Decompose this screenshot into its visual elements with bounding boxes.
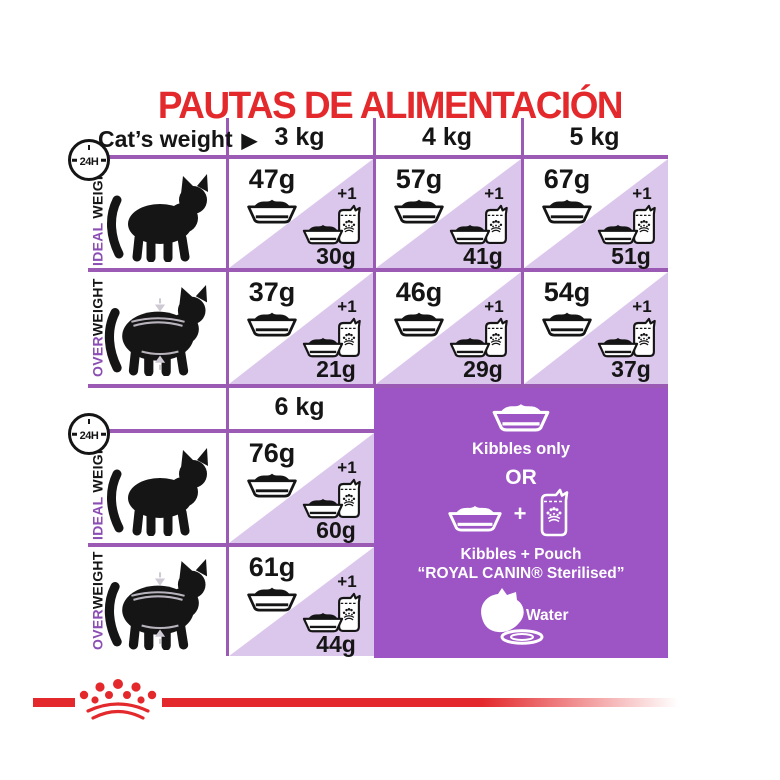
- food-bowl-icon: [540, 308, 594, 337]
- page-title: PAUTAS DE ALIMENTACIÓN: [157, 85, 624, 128]
- small-food-bowl-icon: [596, 334, 640, 358]
- food-bowl-icon: [392, 195, 446, 224]
- plus-one-label: +1: [337, 297, 357, 316]
- plus-one-label: +1: [632, 297, 652, 316]
- food-bowl-icon: [490, 399, 552, 432]
- clock-tick: [88, 419, 90, 424]
- mixed-feeding-amount: 41g: [463, 243, 503, 269]
- product-name-label: “ROYAL CANIN® Sterilised”: [417, 565, 625, 582]
- plus-icon: +: [513, 501, 527, 526]
- mixed-feeding-amount: 60g: [316, 517, 356, 543]
- food-bowl-icon: [245, 195, 299, 224]
- plus-one-label: +1: [337, 458, 357, 477]
- grid-line: [88, 543, 374, 547]
- plus-one-label: +1: [337, 184, 357, 203]
- kibbles-only-amount: 47g: [248, 164, 296, 194]
- feeding-cell-4kg-overweight: 46g +1 29g: [376, 272, 521, 384]
- kibbles-only-amount: 54g: [543, 277, 591, 307]
- kibbles-only-amount: 57g: [395, 164, 443, 194]
- feeding-cell-4kg-ideal: 57g +1 41g: [376, 159, 521, 269]
- small-food-bowl-icon: [448, 334, 492, 358]
- plus-one-label: +1: [484, 297, 504, 316]
- small-food-bowl-icon: [301, 221, 345, 245]
- mixed-feeding-amount: 37g: [611, 356, 651, 382]
- food-bowl-icon: [540, 195, 594, 224]
- food-bowl-icon: [245, 583, 299, 612]
- or-label: OR: [505, 466, 537, 489]
- grid-line: [226, 388, 229, 656]
- clock-tick: [88, 145, 90, 150]
- feeding-cell-6kg-overweight: 61g +1 44g: [229, 547, 374, 657]
- overweight-cat-icon: [102, 284, 216, 376]
- cats-weight-label: Cat’s weight: [98, 126, 233, 152]
- kibbles-only-amount: 61g: [248, 552, 296, 582]
- mixed-feeding-amount: 21g: [316, 356, 356, 382]
- water-label: Water: [526, 607, 569, 624]
- mixed-feeding-amount: 44g: [316, 631, 356, 657]
- kibbles-only-amount: 46g: [395, 277, 443, 307]
- ideal-weight-cat-icon: [104, 172, 216, 262]
- ideal-weight-cat-icon: [104, 446, 216, 536]
- column-header-3kg: 3 kg: [274, 123, 325, 151]
- food-bowl-icon: [245, 469, 299, 498]
- overweight-cat-icon: [102, 558, 216, 650]
- small-food-bowl-icon: [301, 495, 345, 519]
- feeding-options-panel: Kibbles only OR + Kibbles + Pouch “ROYAL…: [374, 388, 668, 658]
- column-header-5kg: 5 kg: [569, 123, 620, 151]
- mixed-feeding-amount: 29g: [463, 356, 503, 382]
- feeding-cell-5kg-overweight: 54g +1 37g: [524, 272, 668, 384]
- mixed-feeding-amount: 30g: [316, 243, 356, 269]
- kibbles-only-label: Kibbles only: [471, 440, 571, 458]
- grid-line: [521, 118, 524, 386]
- food-bowl-icon: [444, 501, 506, 532]
- small-food-bowl-icon: [301, 334, 345, 358]
- cats-weight-header: Cat’s weight ▶: [98, 126, 257, 153]
- food-bowl-icon: [392, 308, 446, 337]
- column-header-6kg: 6 kg: [274, 393, 325, 421]
- mixed-feeding-amount: 51g: [611, 243, 651, 269]
- feeding-cell-6kg-ideal: 76g +1 60g: [229, 433, 374, 543]
- small-food-bowl-icon: [301, 609, 345, 633]
- grid-line: [373, 118, 376, 386]
- plus-one-label: +1: [484, 184, 504, 203]
- kibbles-pouch-label: Kibbles + Pouch: [460, 546, 582, 563]
- small-food-bowl-icon: [448, 221, 492, 245]
- plus-one-label: +1: [337, 572, 357, 591]
- grid-line: [88, 384, 668, 388]
- grid-line: [88, 268, 668, 272]
- badge-24h-label: 24H: [79, 155, 99, 168]
- royal-canin-crown-logo: [76, 679, 160, 723]
- feeding-cell-5kg-ideal: 67g +1 51g: [524, 159, 668, 269]
- small-food-bowl-icon: [596, 221, 640, 245]
- footer-red-line-fade: [162, 698, 678, 707]
- badge-24h-label: 24H: [79, 429, 99, 442]
- grid-line: [88, 429, 374, 433]
- feeding-cell-3kg-overweight: 37g +1 21g: [229, 272, 373, 384]
- food-bowl-icon: [245, 308, 299, 337]
- per-24h-badge: 24H: [68, 413, 110, 455]
- plus-one-label: +1: [632, 184, 652, 203]
- grid-line: [226, 118, 229, 386]
- feeding-cell-3kg-ideal: 47g +1 30g: [229, 159, 373, 269]
- per-24h-badge: 24H: [68, 139, 110, 181]
- pouch-icon: [537, 487, 571, 537]
- kibbles-only-amount: 76g: [248, 438, 296, 468]
- footer-red-line: [33, 698, 75, 707]
- kibbles-only-amount: 37g: [248, 277, 296, 307]
- column-header-4kg: 4 kg: [421, 123, 473, 151]
- arrow-right-icon: ▶: [241, 130, 257, 152]
- grid-line: [88, 155, 668, 159]
- kibbles-only-amount: 67g: [543, 164, 591, 194]
